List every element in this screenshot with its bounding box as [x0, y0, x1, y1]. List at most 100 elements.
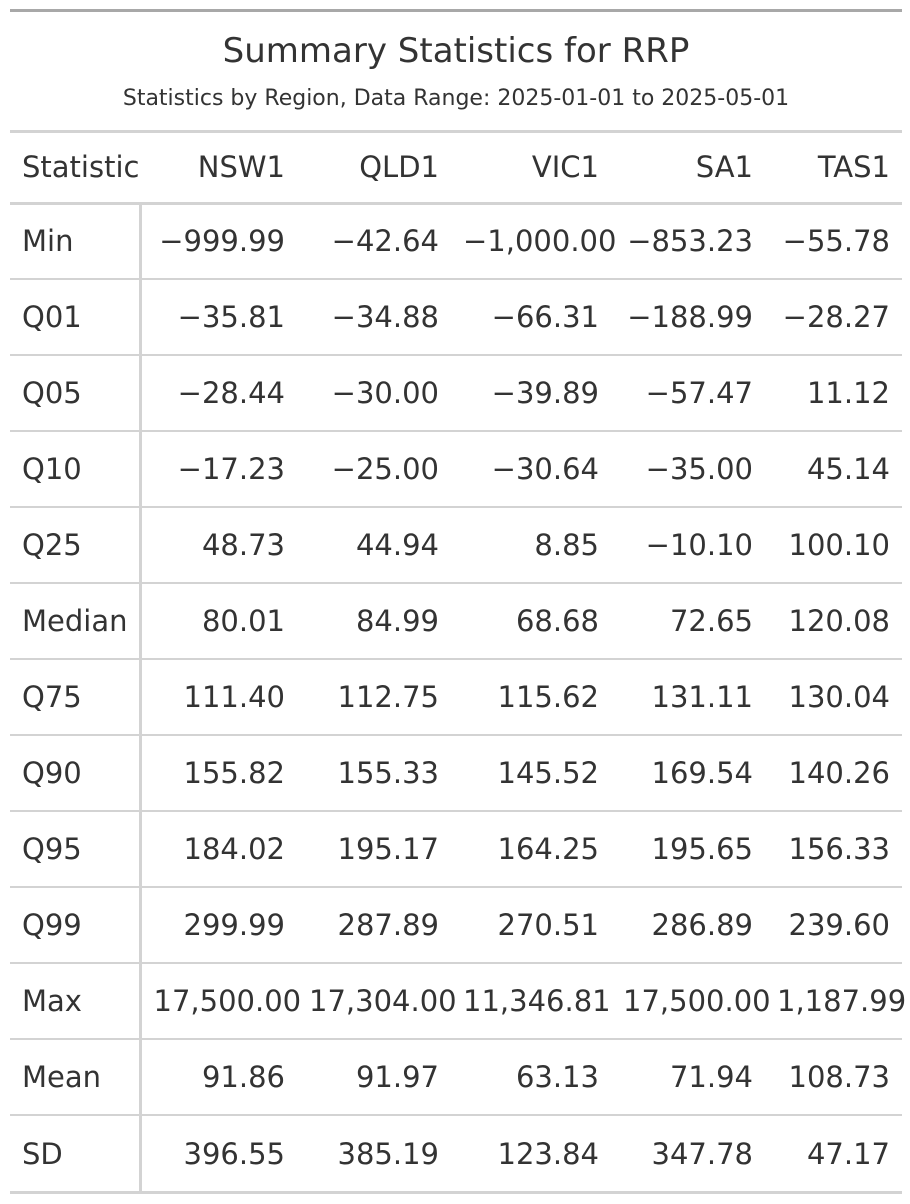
table-cell: −35.00: [611, 430, 765, 507]
table-cell: 145.52: [451, 734, 611, 811]
table-cell: 108.73: [765, 1038, 902, 1115]
table-cell: −28.44: [140, 354, 297, 431]
table-body: Min −999.99 −42.64 −1,000.00 −853.23 −55.78 Q0…: [10, 203, 906, 1191]
table-cell: 195.65: [611, 810, 765, 887]
table-cell: −35.81: [140, 278, 297, 355]
table-row: Q75 111.40 112.75 115.62 131.11 130.04: [10, 658, 902, 735]
table-cell: 270.51: [451, 886, 611, 963]
table-row: Q25 48.73 44.94 8.85 −10.10 100.10: [10, 506, 902, 583]
table-cell: 155.82: [140, 734, 297, 811]
row-label: Q01: [10, 278, 142, 355]
table-row: Q05 −28.44 −30.00 −39.89 −57.47 11.12: [10, 354, 902, 431]
row-label: Q95: [10, 810, 142, 887]
column-header-sa1: SA1: [611, 133, 765, 205]
table-cell: 164.25: [451, 810, 611, 887]
table-cell: 17,304.00: [297, 962, 457, 1039]
table-row: Mean 91.86 91.97 63.13 71.94 108.73: [10, 1038, 902, 1115]
table-cell: 120.08: [765, 582, 902, 659]
row-label: Median: [10, 582, 142, 659]
table-cell: 130.04: [765, 658, 902, 735]
table-cell: 112.75: [297, 658, 451, 735]
table-row: Q99 299.99 287.89 270.51 286.89 239.60: [10, 886, 902, 963]
table-cell: 100.10: [765, 506, 902, 583]
table-cell: 115.62: [451, 658, 611, 735]
table-cell: 68.68: [451, 582, 611, 659]
row-label: Max: [10, 962, 142, 1039]
table-cell: −66.31: [451, 278, 611, 355]
table-cell: 11,346.81: [451, 962, 611, 1039]
table-row: Max 17,500.00 17,304.00 11,346.81 17,500.00 1…: [10, 962, 906, 1039]
table-cell: −853.23: [627, 224, 753, 259]
column-header-tas1: TAS1: [765, 133, 902, 205]
table-cell: 286.89: [611, 886, 765, 963]
table-cell: −39.89: [451, 354, 611, 431]
table-heading: Summary Statistics for RRP Statistics by…: [10, 12, 902, 133]
table-cell: 17,500.00: [611, 962, 771, 1039]
table-subtitle: Statistics by Region, Data Range: 2025-0…: [122, 86, 790, 111]
table-cell: 84.99: [297, 582, 451, 659]
table-cell: −55.78: [782, 224, 890, 259]
table-cell: 123.84: [451, 1114, 611, 1191]
table-cell: 385.19: [297, 1114, 451, 1191]
table-cell: 80.01: [140, 582, 297, 659]
table-cell: −1,000.00: [463, 224, 617, 259]
table-cell: 17,500.00: [140, 962, 301, 1039]
summary-table-container: Summary Statistics for RRP Statistics by…: [10, 9, 906, 1194]
table-cell: −42.64: [331, 224, 439, 259]
row-label: Q99: [10, 886, 142, 963]
table-cell: 48.73: [140, 506, 297, 583]
table-cell: 169.54: [611, 734, 765, 811]
table-cell: 8.85: [451, 506, 611, 583]
row-label: Q75: [10, 658, 142, 735]
table-cell: 396.55: [140, 1114, 297, 1191]
table-cell: 1,187.99: [765, 962, 906, 1039]
table-cell: −17.23: [140, 430, 297, 507]
table-cell: 45.14: [765, 430, 902, 507]
column-header-vic1: VIC1: [451, 133, 611, 205]
table-cell: −57.47: [611, 354, 765, 431]
row-label: SD: [10, 1114, 142, 1191]
row-label: Mean: [10, 1038, 142, 1115]
table-cell: −10.10: [611, 506, 765, 583]
table-cell: 195.17: [297, 810, 451, 887]
column-header-qld1: QLD1: [297, 133, 451, 205]
table-cell: 47.17: [765, 1114, 902, 1191]
table-row: SD 396.55 385.19 123.84 347.78 47.17: [10, 1114, 902, 1191]
table-cell: 239.60: [765, 886, 902, 963]
table-cell: −188.99: [611, 278, 765, 355]
table-cell: −25.00: [297, 430, 451, 507]
row-label: Q05: [10, 354, 142, 431]
table-row: Q01 −35.81 −34.88 −66.31 −188.99 −28.27: [10, 278, 902, 355]
table-cell: 184.02: [140, 810, 297, 887]
table-cell: 111.40: [140, 658, 297, 735]
row-label: Q10: [10, 430, 142, 507]
summary-statistics-table: Statistic NSW1 QLD1 VIC1 SA1 TAS1 Min −99…: [10, 133, 906, 1191]
row-label: Min: [10, 203, 142, 279]
table-cell: −30.64: [451, 430, 611, 507]
table-row: Q90 155.82 155.33 145.52 169.54 140.26: [10, 734, 902, 811]
table-cell: −34.88: [297, 278, 451, 355]
table-cell: 155.33: [297, 734, 451, 811]
table-cell: 287.89: [297, 886, 451, 963]
table-cell: 11.12: [765, 354, 902, 431]
table-cell: 44.94: [297, 506, 451, 583]
table-cell: 347.78: [611, 1114, 765, 1191]
table-cell: 63.13: [451, 1038, 611, 1115]
row-label: Q25: [10, 506, 142, 583]
column-header-statistic: Statistic: [10, 133, 140, 205]
table-cell: −999.99: [159, 224, 285, 259]
table-cell: −30.00: [297, 354, 451, 431]
table-cell: 72.65: [611, 582, 765, 659]
table-cell: 71.94: [611, 1038, 765, 1115]
table-row: Min −999.99 −42.64 −1,000.00 −853.23 −55.78: [10, 203, 902, 279]
table-cell: 156.33: [765, 810, 902, 887]
table-row: Median 80.01 84.99 68.68 72.65 120.08: [10, 582, 902, 659]
table-title: Summary Statistics for RRP: [222, 31, 690, 71]
table-cell: 131.11: [611, 658, 765, 735]
row-label: Q90: [10, 734, 142, 811]
table-cell: 299.99: [140, 886, 297, 963]
header-row: Statistic NSW1 QLD1 VIC1 SA1 TAS1: [10, 133, 902, 205]
column-header-nsw1: NSW1: [140, 133, 297, 205]
table-row: Q95 184.02 195.17 164.25 195.65 156.33: [10, 810, 902, 887]
table-cell: 91.97: [297, 1038, 451, 1115]
